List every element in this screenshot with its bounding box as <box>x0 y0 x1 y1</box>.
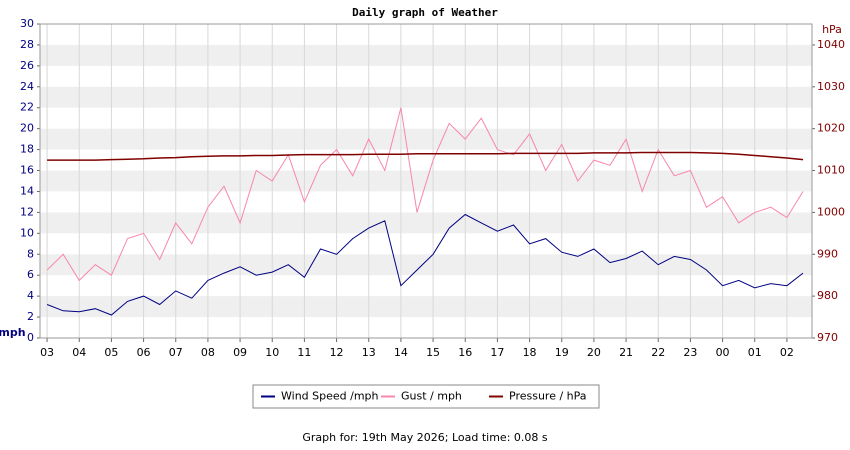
y-tick-label: 4 <box>27 289 34 302</box>
grid-band <box>40 254 812 276</box>
y-tick-label: 18 <box>20 143 34 156</box>
x-tick-label: 01 <box>748 346 762 359</box>
y-tick-label: 12 <box>20 205 34 218</box>
y-tick-label: 30 <box>20 17 34 30</box>
footer: Graph for: 19th May 2026; Load time: 0.0… <box>302 431 548 444</box>
y-tick-label: 2 <box>27 310 34 323</box>
y-tick-label: 8 <box>27 247 34 260</box>
grid-band <box>40 170 812 192</box>
grid-band <box>40 212 812 234</box>
x-tick-label: 21 <box>619 346 633 359</box>
y-tick-label: 20 <box>20 122 34 135</box>
y-tick-label: 0 <box>27 331 34 344</box>
x-tick-label: 10 <box>265 346 279 359</box>
series-line <box>46 213 804 316</box>
x-tick-label: 22 <box>651 346 665 359</box>
y-tick-label: 6 <box>27 268 34 281</box>
series-line <box>47 151 804 161</box>
y-tick-label: 28 <box>20 38 34 51</box>
y-axis-label: mph <box>0 326 26 339</box>
y2-tick-label: 1000 <box>817 205 845 218</box>
x-tick-label: 14 <box>394 346 408 359</box>
y2-tick-label: 1020 <box>817 122 845 135</box>
grid-band <box>40 128 812 150</box>
legend-label: Pressure / hPa <box>509 390 587 403</box>
series-line <box>46 107 804 282</box>
y2-tick-label: 1010 <box>817 164 845 177</box>
x-tick-label: 20 <box>587 346 601 359</box>
x-tick-label: 15 <box>426 346 440 359</box>
grid-band <box>40 44 812 66</box>
x-tick-label: 18 <box>523 346 537 359</box>
legend-label: Wind Speed /mph <box>281 390 379 403</box>
x-tick-label: 04 <box>72 346 86 359</box>
y-tick-label: 24 <box>20 80 34 93</box>
x-tick-label: 23 <box>683 346 697 359</box>
y-tick-label: 10 <box>20 226 34 239</box>
grid-band <box>40 86 812 108</box>
y-tick-label: 16 <box>20 164 34 177</box>
y-tick-label: 22 <box>20 101 34 114</box>
x-tick-label: 06 <box>137 346 151 359</box>
x-tick-label: 19 <box>555 346 569 359</box>
y2-tick-label: 990 <box>817 247 838 260</box>
y-tick-label: 14 <box>20 184 34 197</box>
x-tick-label: 00 <box>716 346 730 359</box>
x-tick-label: 17 <box>490 346 504 359</box>
x-tick-label: 07 <box>169 346 183 359</box>
x-tick-label: 12 <box>330 346 344 359</box>
x-tick-label: 02 <box>780 346 794 359</box>
legend-label: Gust / mph <box>401 390 462 403</box>
y2-tick-label: 970 <box>817 331 838 344</box>
y2-axis-label: hPa <box>822 23 842 36</box>
y2-tick-label: 1030 <box>817 80 845 93</box>
x-tick-label: 03 <box>40 346 54 359</box>
chart-title: Daily graph of Weather <box>352 6 498 19</box>
y2-tick-label: 980 <box>817 289 838 302</box>
grid-band <box>40 296 812 318</box>
y-tick-label: 26 <box>20 59 34 72</box>
x-tick-label: 08 <box>201 346 215 359</box>
legend-box <box>252 384 600 409</box>
x-tick-label: 09 <box>233 346 247 359</box>
x-tick-label: 16 <box>458 346 472 359</box>
x-tick-label: 13 <box>362 346 376 359</box>
plot-frame <box>39 23 813 339</box>
x-tick-label: 11 <box>297 346 311 359</box>
y2-tick-label: 1040 <box>817 38 845 51</box>
x-tick-label: 05 <box>104 346 118 359</box>
